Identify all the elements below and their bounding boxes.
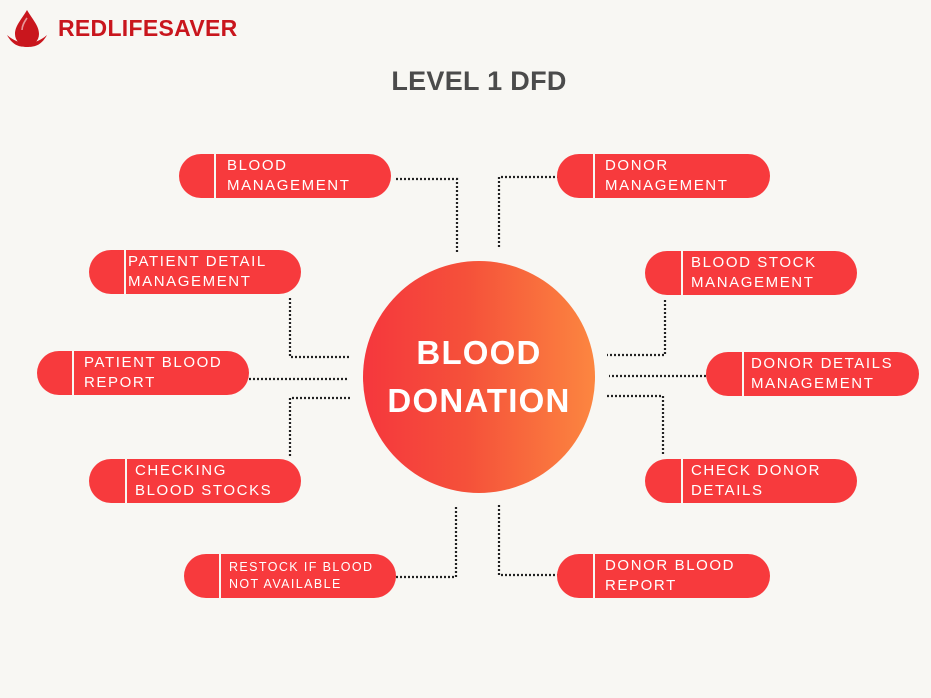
- node-patient-detail-management: PATIENT DETAIL MANAGEMENT: [89, 250, 301, 294]
- node-label: PATIENT DETAIL MANAGEMENT: [128, 253, 267, 290]
- node-label: DONOR BLOOD REPORT: [605, 557, 736, 594]
- central-process-blood-donation: BLOOD DONATION: [363, 261, 595, 493]
- node-donor-details-management: DONOR DETAILS MANAGEMENT: [706, 352, 919, 396]
- node-label: DONOR DETAILS MANAGEMENT: [751, 355, 894, 392]
- connector-check-donor-details: [607, 394, 665, 456]
- connector-donor-blood-report: [497, 503, 559, 577]
- node-donor-management: DONOR MANAGEMENT: [557, 154, 770, 198]
- node-label: PATIENT BLOOD REPORT: [84, 354, 223, 391]
- node-label: BLOOD STOCK MANAGEMENT: [691, 254, 817, 291]
- connector-patient-detail-management: [288, 298, 350, 359]
- node-label: DONOR MANAGEMENT: [605, 157, 729, 194]
- node-patient-blood-report: PATIENT BLOOD REPORT: [37, 351, 249, 395]
- connector-restock: [396, 507, 458, 579]
- connector-blood-management: [396, 177, 459, 252]
- brand-name: REDLIFESAVER: [58, 14, 238, 41]
- blood-drop-icon: [7, 10, 47, 47]
- diagram-title: LEVEL 1 DFD: [391, 66, 567, 96]
- node-label: CHECKING BLOOD STOCKS: [135, 462, 273, 499]
- node-label: CHECK DONOR DETAILS: [691, 462, 822, 499]
- node-restock-if-blood-not-available: RESTOCK IF BLOOD NOT AVAILABLE: [184, 554, 396, 598]
- central-process-line2: DONATION: [387, 382, 571, 419]
- node-donor-blood-report: DONOR BLOOD REPORT: [557, 554, 770, 598]
- connector-checking-blood-stocks: [288, 396, 350, 456]
- node-check-donor-details: CHECK DONOR DETAILS: [645, 459, 857, 503]
- node-checking-blood-stocks: CHECKING BLOOD STOCKS: [89, 459, 301, 503]
- connector-blood-stock-management: [607, 300, 667, 357]
- node-blood-management: BLOOD MANAGEMENT: [179, 154, 391, 198]
- connector-donor-management: [497, 175, 559, 248]
- central-process-line1: BLOOD: [416, 334, 542, 371]
- brand: REDLIFESAVER: [6, 8, 238, 48]
- node-label: RESTOCK IF BLOOD NOT AVAILABLE: [229, 560, 374, 591]
- node-label: BLOOD MANAGEMENT: [227, 157, 351, 194]
- node-blood-stock-management: BLOOD STOCK MANAGEMENT: [645, 251, 857, 295]
